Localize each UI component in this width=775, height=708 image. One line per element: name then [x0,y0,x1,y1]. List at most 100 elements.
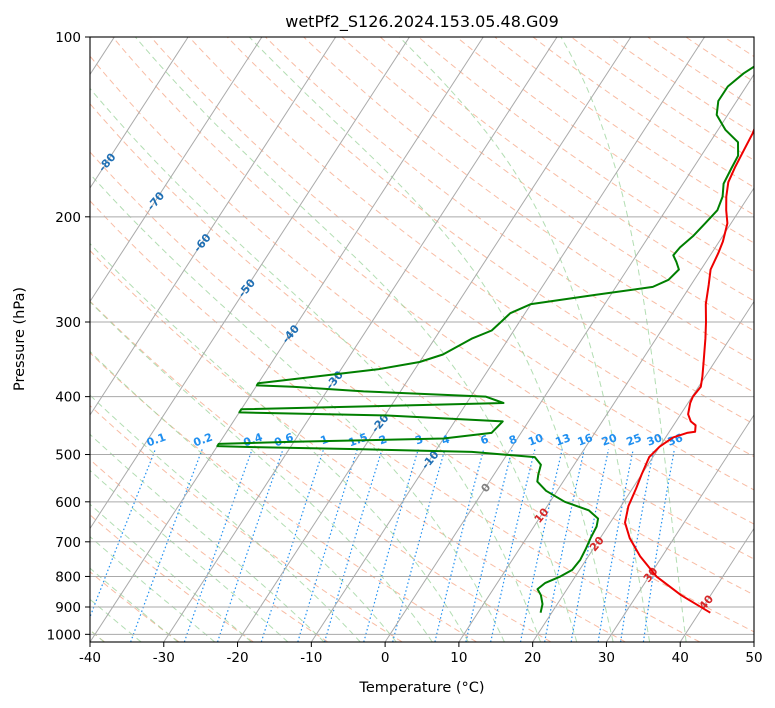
y-tick-label: 100 [55,30,81,46]
mixing-ratio-label: 0.2 [192,431,215,450]
isotherm-line [90,37,337,416]
y-tick-label: 1000 [47,627,81,643]
mixing-ratio-line [392,449,446,642]
dry-adiabat-line [188,37,754,458]
x-tick-label: -40 [79,650,101,666]
mixing-ratio-line [434,449,485,642]
x-tick-label: -20 [227,650,249,666]
x-tick-label: 50 [745,650,762,666]
moist-adiabat-line [248,37,614,642]
isotherm-line [458,187,754,642]
isotherm-line [90,37,263,303]
mixing-ratio-line [597,449,634,642]
dry-adiabat-line [90,514,254,642]
dry-adiabat-line [90,352,477,642]
mixing-ratio-label: 20 [600,431,619,449]
mixing-ratio-line [297,449,358,642]
mixing-ratio-line [260,449,325,642]
moist-adiabat-line [90,242,469,642]
y-tick-label: 300 [55,315,81,331]
y-tick-label: 900 [55,600,81,616]
mixing-ratio-line [324,449,383,642]
mixing-ratio-line [570,449,610,642]
mixing-ratio-lines [90,449,675,642]
mixing-ratio-label: 10 [526,431,545,449]
mixing-ratio-line [363,449,419,642]
mixing-ratio-line [465,449,513,642]
dry-adiabat-line [226,37,754,425]
mixing-ratio-line [183,449,253,642]
chart-title: wetPf2_S126.2024.153.05.48.G09 [285,12,559,32]
mixing-ratio-line [130,449,203,642]
x-axis-ticks: -40 -30 -20 -10 0 10 20 30 40 50 [79,642,763,666]
isotherm-line [679,527,754,642]
isotherm-line [310,37,706,642]
isotherm-line [90,37,484,642]
x-tick-label: 20 [524,650,541,666]
isotherm-line [163,37,558,642]
mixing-ratio-line [216,449,284,642]
moist-adiabat-line [135,37,578,642]
dry-adiabat-line [90,151,754,633]
moist-adiabat-line [560,37,687,642]
moist-adiabat-line [90,173,505,642]
y-axis-title: Pressure (hPa) [12,287,28,391]
y-tick-label: 500 [55,448,81,464]
mixing-ratio-label: 0.1 [145,431,168,450]
isotherm-line [606,414,754,642]
isotherm-line [237,37,632,642]
dry-adiabat-line [90,300,552,642]
x-tick-label: 10 [450,650,467,666]
mixing-ratio-line [519,449,563,642]
y-tick-label: 400 [55,390,81,406]
mixing-ratio-label: 30 [645,431,664,449]
moist-adiabat-line [90,87,541,642]
dry-adiabat-line [90,103,754,596]
mixing-ratio-label: 16 [576,431,595,449]
x-axis-title: Temperature (°C) [358,680,484,696]
isotherm-line [90,37,189,189]
moist-adiabats [90,37,687,642]
mixing-ratio-line [490,449,536,642]
mixing-ratio-label: 0.4 [242,430,265,449]
dewpoint-profile-line [216,65,754,613]
y-tick-label: 200 [55,210,81,226]
x-tick-label: 30 [598,650,615,666]
x-tick-label: -30 [153,650,175,666]
y-tick-label: 700 [55,535,81,551]
x-tick-label: -10 [300,650,322,666]
profile-series [216,65,754,614]
moist-adiabat-line [90,301,433,642]
dry-adiabat-line [90,249,626,642]
mixing-ratio-line [90,449,156,619]
mixing-ratio-line [544,449,585,642]
moist-adiabat-line [90,503,252,642]
mixing-ratio-label: 4 [440,432,452,447]
temperature-profile-line [624,127,754,614]
isotherms [90,37,754,642]
x-tick-label: 0 [381,650,390,666]
plot-area: 0.10.20.40.611.52346810131620253036-100-… [90,37,754,642]
mixing-ratio-label: 1 [319,433,331,448]
dry-adiabats [90,37,754,642]
mixing-ratio-label: 25 [625,431,644,448]
mixing-ratio-label: 13 [554,431,573,448]
moist-adiabat-line [90,350,397,642]
y-axis-ticks: 100 200 300 400 500 600 700 800 900 1000 [47,30,90,643]
isotherm-line [532,300,754,642]
y-tick-label: 600 [55,495,81,511]
isotherm-line [384,73,754,642]
mixing-ratio-label: 0.6 [272,430,295,449]
dry-adiabat-line [303,37,754,362]
moist-adiabat-line [398,37,651,642]
pressure-gridlines [90,37,754,635]
isotherm-line [90,37,410,530]
moist-adiabat-line [90,469,289,642]
dry-adiabat-line [150,37,754,491]
plot-frame [89,36,755,643]
dry-adiabat-line [90,200,701,642]
mixing-ratio-label: 8 [507,433,519,448]
y-tick-label: 800 [55,569,81,585]
moist-adiabat-line [90,433,325,642]
